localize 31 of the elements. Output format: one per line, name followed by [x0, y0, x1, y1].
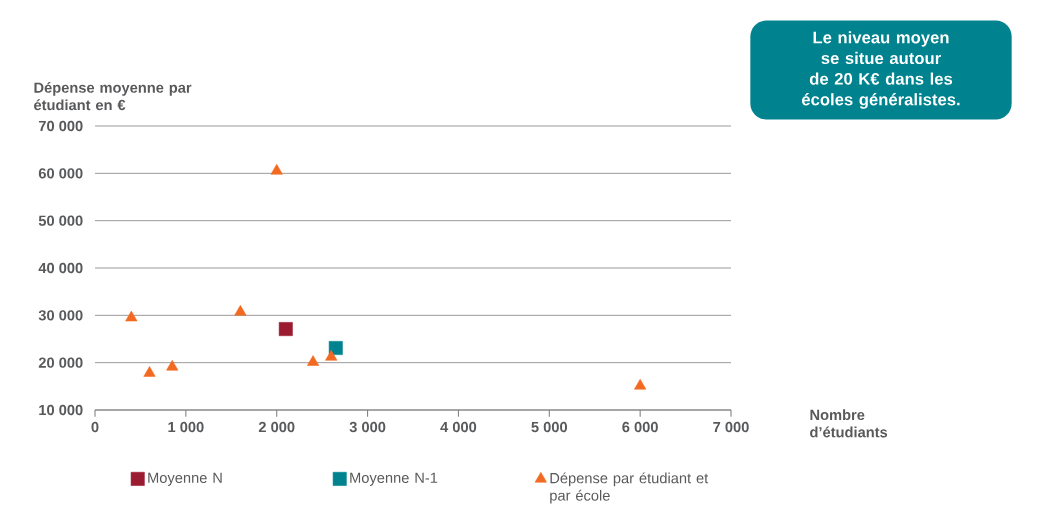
legend-label: Moyenne N — [148, 472, 222, 486]
y-axis-title: Dépense moyenne par étudiant en € — [34, 81, 192, 111]
point — [328, 341, 343, 355]
y-tick-label: 20 000 — [38, 357, 83, 368]
x-axis-title: Nombre d’étudiants — [810, 409, 888, 438]
x-tick-label: 0 — [91, 421, 99, 433]
point — [325, 350, 338, 361]
point — [125, 310, 138, 322]
x-tick-label: 5 000 — [531, 421, 568, 433]
point — [278, 322, 293, 336]
point — [634, 378, 647, 390]
point — [166, 359, 179, 371]
point — [143, 366, 156, 377]
text: Le niveau moyen se situe autour de 20 K€ dans les écoles généralistes. — [801, 31, 960, 109]
y-tick-label: 50 000 — [38, 215, 83, 226]
y-tick-label: 30 000 — [38, 310, 83, 321]
x-tick-label: 3 000 — [349, 421, 386, 433]
x-tick-label: 4 000 — [440, 421, 477, 433]
point — [234, 305, 247, 316]
x-tick-label: 1 000 — [168, 421, 204, 433]
point — [307, 355, 320, 366]
point — [270, 164, 283, 175]
y-tick-label: 10 000 — [39, 404, 83, 416]
y-tick-label: 70 000 — [38, 120, 83, 132]
y-tick-label: 60 000 — [38, 168, 83, 179]
x-tick-label: 6 000 — [622, 421, 658, 433]
legend-label: Dépense par étudiant et par école — [550, 472, 709, 504]
x-tick-label: 7 000 — [713, 421, 749, 433]
x-tick-label: 2 000 — [258, 421, 295, 433]
y-tick-label: 40 000 — [38, 262, 83, 274]
legend-label: Moyenne N-1 — [350, 472, 438, 486]
